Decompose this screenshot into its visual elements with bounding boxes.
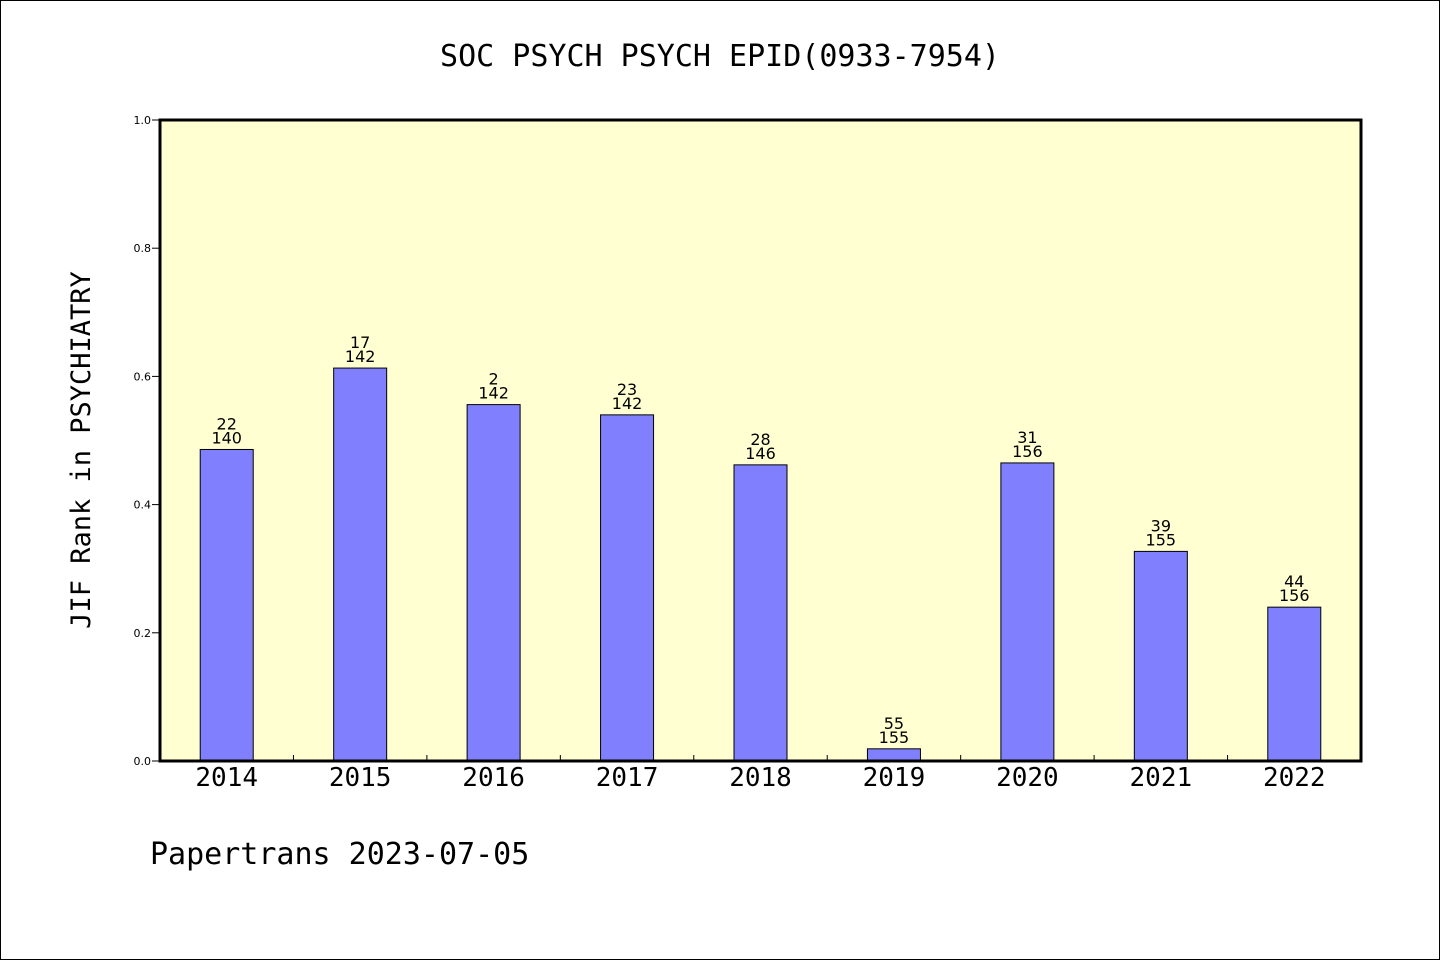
bar-series: [199, 367, 1322, 762]
x-tick-label: 2015: [329, 763, 392, 793]
x-tick-label: 2018: [729, 763, 792, 793]
x-tick-label: 2021: [1130, 763, 1193, 793]
bar-total-label: 142: [612, 394, 643, 413]
bar-rank-label: 2: [489, 370, 499, 389]
bar-total-label: 156: [1012, 442, 1043, 461]
bar-total-label: 142: [345, 347, 376, 366]
x-axis: 2014 2015 2016 2017 2018 2019 2020 2021 2022: [195, 755, 1326, 793]
x-tick-label: 2020: [996, 763, 1059, 793]
bar-total-label: 146: [745, 444, 776, 463]
x-tick-label: 2019: [863, 763, 926, 793]
bar: [199, 448, 254, 762]
bar-rank-label: 39: [1151, 516, 1171, 535]
x-tick-label: 2022: [1263, 763, 1326, 793]
bar-rank-label: 55: [884, 714, 904, 733]
bar-rank-label: 31: [1017, 428, 1037, 447]
bar: [866, 748, 921, 762]
chart-title: SOC PSYCH PSYCH EPID(0933-7954): [440, 39, 1000, 74]
y-tick-label: 0.8: [134, 242, 152, 255]
bar-total-label: 155: [1146, 530, 1177, 549]
y-tick-label: 1.0: [134, 114, 152, 127]
footer-credit: Papertrans 2023-07-05: [150, 837, 529, 872]
y-axis: 0.0 0.2 0.4 0.6 0.8 1.0: [134, 114, 160, 768]
y-tick-label: 0.2: [134, 627, 152, 640]
bar-total-label: 140: [211, 428, 242, 447]
bar: [466, 404, 521, 762]
bar-total-label: 142: [478, 384, 509, 403]
plot-border: [158, 118, 1363, 763]
bar-rank-label: 23: [617, 380, 637, 399]
bar-rank-label: 28: [750, 430, 770, 449]
y-tick-label: 0.0: [134, 755, 152, 768]
bar: [1267, 606, 1322, 762]
bar-rank-label: 17: [350, 333, 370, 352]
bar-rank-label: 44: [1284, 572, 1304, 591]
bar-total-label: 156: [1279, 586, 1310, 605]
y-tick-label: 0.4: [134, 499, 152, 512]
y-axis-label: JIF Rank in PSYCHIATRY: [66, 271, 97, 629]
x-tick-label: 2016: [462, 763, 525, 793]
bar-total-label: 155: [879, 728, 910, 747]
x-tick-label: 2017: [596, 763, 659, 793]
bar: [600, 414, 655, 762]
x-tick-label: 2014: [195, 763, 258, 793]
bar-rank-label: 22: [217, 414, 237, 433]
bar: [1133, 550, 1188, 762]
bar: [1000, 462, 1055, 762]
bar: [733, 464, 788, 762]
y-tick-label: 0.6: [134, 370, 152, 383]
bar: [333, 367, 388, 762]
